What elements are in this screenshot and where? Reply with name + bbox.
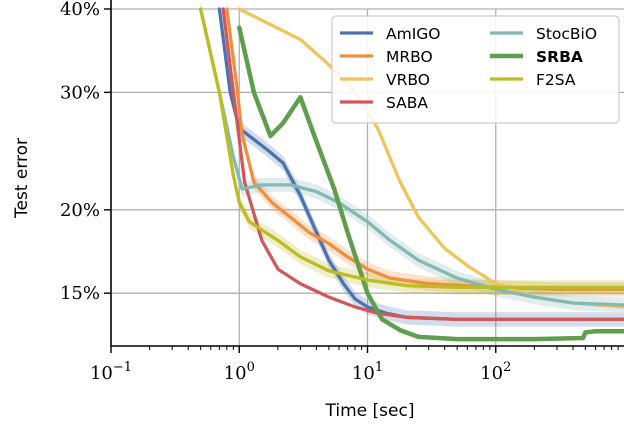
y-tick-label: 15%	[60, 283, 100, 304]
x-tick-label: 101	[352, 360, 383, 384]
legend-label: StocBiO	[536, 25, 597, 43]
series-line-saba	[221, 7, 624, 322]
series-band-stocbio	[200, 1, 624, 313]
legend: AmIGO MRBO VRBO SABA StocBiO SRBA F2SA	[331, 15, 620, 124]
ticks: 10−1 100 101 102 15% 20% 30% 40%	[60, 0, 619, 384]
x-tick-label: 100	[224, 360, 255, 384]
y-tick-label: 40%	[60, 0, 100, 20]
series-lines	[198, 7, 624, 342]
series-line-srba	[237, 25, 624, 342]
x-tick-label: 102	[480, 360, 511, 384]
legend-label: F2SA	[536, 71, 576, 89]
legend-label: VRBO	[386, 71, 430, 89]
y-axis-label: Test error	[12, 138, 32, 219]
series-line-f2sa	[198, 7, 624, 290]
legend-label: SRBA	[536, 48, 583, 66]
y-tick-label: 30%	[60, 82, 100, 103]
series-line-stocbio	[198, 7, 624, 307]
legend-label: MRBO	[386, 48, 433, 66]
x-axis-label: Time [sec]	[325, 401, 415, 421]
legend-label: AmIGO	[386, 25, 441, 43]
x-tick-label: 10−1	[90, 360, 132, 384]
legend-label: SABA	[386, 94, 428, 112]
y-tick-label: 20%	[60, 200, 100, 221]
legend-box	[331, 15, 620, 124]
